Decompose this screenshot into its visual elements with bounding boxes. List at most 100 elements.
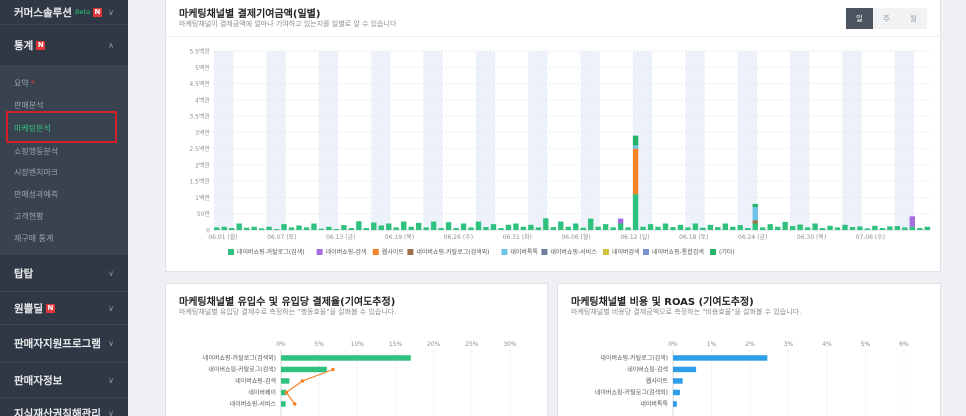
legend-label: 네이버톡톡: [510, 248, 538, 256]
sidebar-section-seller-support[interactable]: 판매자지원프로그램 ∨: [0, 325, 128, 363]
bar-segment: [662, 223, 669, 230]
bar-segment: [722, 223, 729, 230]
chevron-down-icon: ∨: [108, 7, 114, 17]
sidebar-item-shopping-behavior[interactable]: 쇼핑행동분석: [14, 147, 59, 156]
bar-segment: [356, 221, 362, 230]
legend-swatch: [710, 249, 716, 255]
bar-segment: [610, 227, 616, 230]
sidebar-section-seller-info[interactable]: 판매자정보 ∨: [0, 363, 128, 398]
bar-segment: [887, 226, 893, 230]
bar-segment: [842, 224, 848, 230]
rate-point: [331, 367, 335, 372]
weekend-band: [318, 51, 339, 230]
bar-segment: [498, 228, 504, 230]
bar-segment: [849, 227, 856, 230]
sidebar-section-commerce-solution[interactable]: 커머스솔루션 Beta N ∨: [0, 0, 128, 25]
weekend-band: [789, 51, 810, 230]
bar-segment: [258, 228, 265, 230]
x-tick-label: 3%: [784, 341, 794, 348]
bar-segment: [924, 226, 930, 230]
bar-segment: [378, 225, 384, 230]
bar-segment: [617, 218, 624, 224]
bar-segment: [804, 227, 811, 230]
bar-segment: [475, 221, 482, 230]
bar-segment: [401, 221, 407, 230]
sidebar-section-stats[interactable]: 통계 N ∧: [0, 25, 128, 66]
period-tab-month[interactable]: 월: [900, 8, 927, 29]
bar-segment: [528, 224, 534, 230]
y-tick-label: 2.5백만: [189, 145, 210, 153]
period-toggle: 일 주 월: [846, 8, 927, 29]
bar-segment: [490, 224, 497, 230]
x-tick-label: 30%: [503, 341, 517, 348]
bar-segment: [236, 223, 242, 230]
daily-stacked-bar-chart: 0 50만 1백만 1.5백만 2백만 2.5백만 3백만 3.5백만 4백만 4.5백만 5백만 5…: [189, 48, 931, 256]
bar-segment: [221, 226, 227, 230]
sidebar-section-ip-infringement[interactable]: 지식재산권침해관리 ∨: [0, 398, 128, 416]
sidebar-item-marketing-analysis[interactable]: 마케팅분석: [14, 124, 51, 133]
bar-segment: [243, 227, 250, 230]
bar-segment: [700, 227, 706, 230]
bar-segment: [438, 228, 444, 230]
x-tick-label: 5%: [861, 341, 871, 348]
legend-label: 네이버검색: [612, 248, 640, 256]
new-dot: *: [30, 79, 35, 88]
bar-segment: [917, 228, 923, 230]
category-label: 네이버쇼핑-카탈로그(검색외): [203, 354, 276, 362]
x-tick-label: 10%: [351, 341, 365, 348]
bar-segment: [655, 226, 661, 230]
sidebar-section-label: 커머스솔루션: [14, 6, 72, 19]
bar-segment: [894, 226, 901, 230]
sidebar-section-oneplus-deal[interactable]: 원쁠딜 N ∨: [0, 292, 128, 325]
chevron-down-icon: ∨: [108, 408, 114, 416]
category-label: 네이버톡톡: [640, 400, 668, 408]
y-tick-label: 2백만: [195, 161, 210, 169]
legend-swatch: [316, 249, 323, 255]
bar-segment: [745, 228, 751, 230]
sidebar-item-summary[interactable]: 요약 *: [14, 78, 35, 89]
category-label: 웹사이트: [646, 377, 669, 385]
category-label: 네이버쇼핑-카탈로그(검색): [208, 366, 276, 374]
panel-subtitle: 마케팅채널별 비용당 결제금액으로 측정하는 "비용효율"을 살펴볼 수 있습니…: [571, 308, 802, 316]
bar-segment: [909, 226, 915, 230]
bar-segment: [281, 224, 287, 230]
x-tick-label: 2%: [745, 341, 755, 348]
x-tick-label: 07.06 (수): [856, 234, 885, 241]
y-tick-label: 4.5백만: [189, 80, 210, 88]
legend-swatch: [541, 249, 548, 255]
chevron-down-icon: ∨: [108, 339, 114, 348]
sidebar-item-market-benchmark[interactable]: 시장벤치마크: [14, 168, 59, 177]
new-badge: Beta: [74, 8, 90, 16]
sidebar-section-label: 판매자지원프로그램: [14, 338, 101, 350]
sidebar-item-customers[interactable]: 고객현황: [14, 212, 44, 221]
x-tick-label: 5%: [314, 341, 324, 348]
sidebar-item-repurchase[interactable]: 재구매 통계: [14, 234, 54, 243]
x-tick-label: 20%: [427, 341, 441, 348]
bar-segment: [333, 229, 340, 230]
bar-segment: [782, 221, 788, 230]
chevron-down-icon: ∨: [108, 303, 114, 313]
sidebar-section-label: 판매자정보: [14, 374, 63, 387]
bar-segment: [827, 225, 833, 230]
bar-segment: [296, 225, 302, 230]
category-label: 네이버쇼핑-카탈로그(검색외): [595, 389, 668, 397]
legend-label: 네이버쇼핑-통합검색: [652, 248, 704, 256]
bar-segment: [647, 224, 654, 230]
sidebar-section-tiptop[interactable]: 탑탑 ∨: [0, 254, 128, 292]
bar-segment: [326, 226, 332, 230]
bar: [281, 401, 286, 407]
weekend-band: [842, 51, 862, 230]
sidebar-item-sales-forecast[interactable]: 판매성과예측: [14, 190, 59, 199]
bar-segment: [558, 221, 564, 230]
legend-swatch: [228, 249, 234, 255]
bar-segment: [602, 224, 609, 230]
x-tick-label: 06.31 (화): [503, 234, 532, 241]
x-tick-label: 06.01 (월): [208, 233, 237, 241]
bar-segment: [774, 226, 781, 230]
period-tab-day[interactable]: 일: [846, 8, 873, 29]
category-label: 네이버쇼핑-서비스: [230, 400, 277, 408]
bar-segment: [430, 221, 437, 230]
period-tab-week[interactable]: 주: [873, 8, 900, 29]
category-label: 네이버페이: [248, 389, 276, 397]
sidebar-item-sales-analysis[interactable]: 판매분석: [14, 101, 44, 110]
